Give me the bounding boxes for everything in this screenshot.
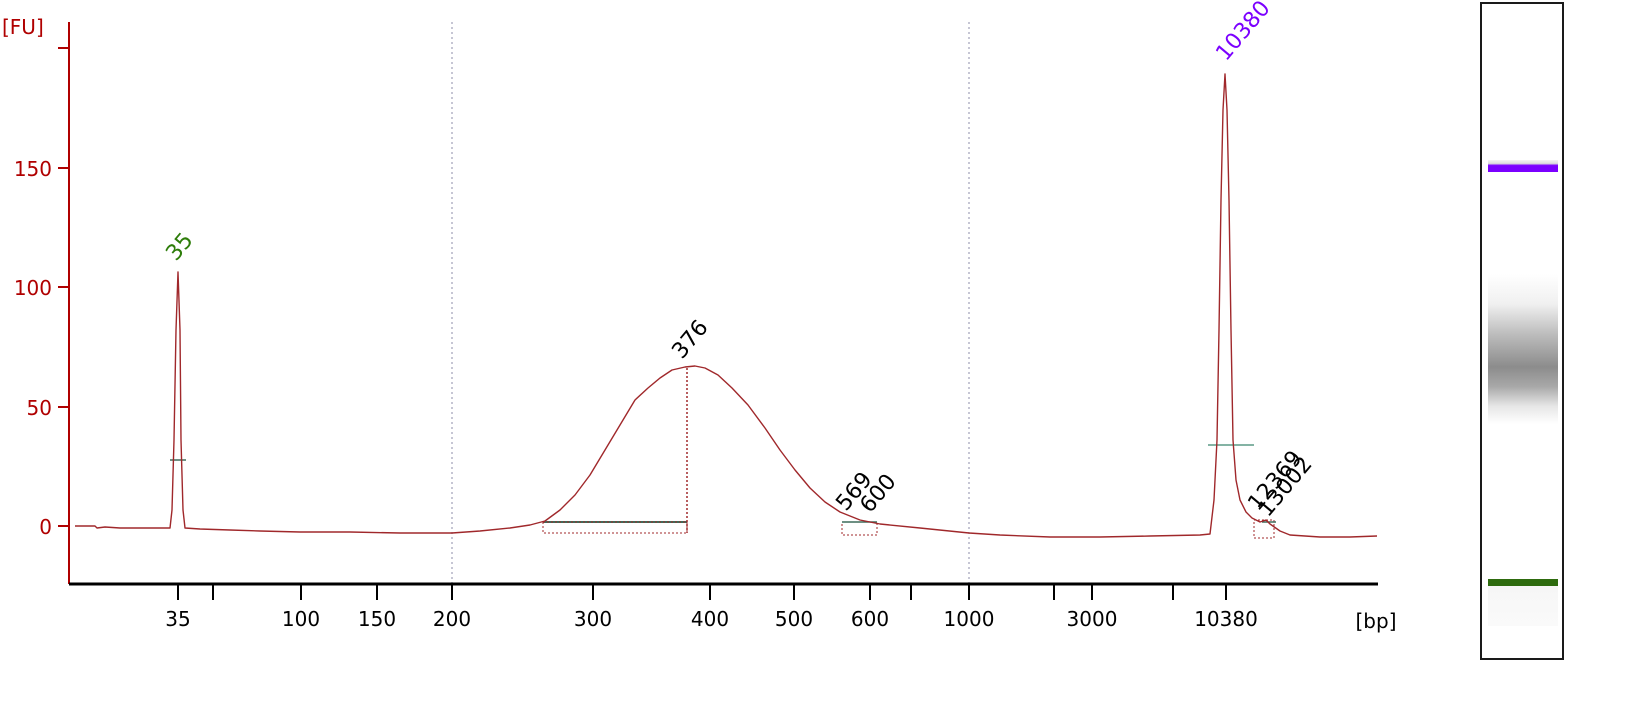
x-tick-600: 600 [851,607,889,631]
peak-label-35: 35 [161,228,198,266]
peak-label-376: 376 [667,316,713,364]
x-tick-150: 150 [358,607,396,631]
x-tick-300: 300 [574,607,612,631]
peak-label-10380: 10380 [1211,0,1275,66]
gel-band-lower-marker [1488,579,1558,586]
y-axis-unit: [FU] [2,15,44,39]
x-tick-3000: 3000 [1067,607,1118,631]
x-tick-400: 400 [691,607,729,631]
y-tick-50: 50 [27,396,52,420]
electropherogram-trace [75,73,1378,538]
x-tick-500: 500 [775,607,813,631]
gel-lane [1480,2,1564,660]
gel-band-smear [1488,274,1558,424]
x-tick-200: 200 [433,607,471,631]
y-tick-0: 0 [39,515,52,539]
y-tick-150: 150 [14,157,52,181]
x-tick-35: 35 [165,607,190,631]
y-tick-100: 100 [14,276,52,300]
x-tick-100: 100 [282,607,320,631]
integration-regions [170,368,1276,539]
x-axis-unit: [bp] [1356,609,1397,633]
x-axis: 35 100 150 200 300 400 500 600 1000 3000… [69,582,1397,633]
gel-lane-bottom-haze [1488,586,1558,626]
x-tick-10380: 10380 [1194,607,1258,631]
x-tick-1000: 1000 [944,607,995,631]
gel-band-upper-marker [1488,160,1558,172]
y-axis: [FU] 150 100 50 0 [2,15,70,584]
